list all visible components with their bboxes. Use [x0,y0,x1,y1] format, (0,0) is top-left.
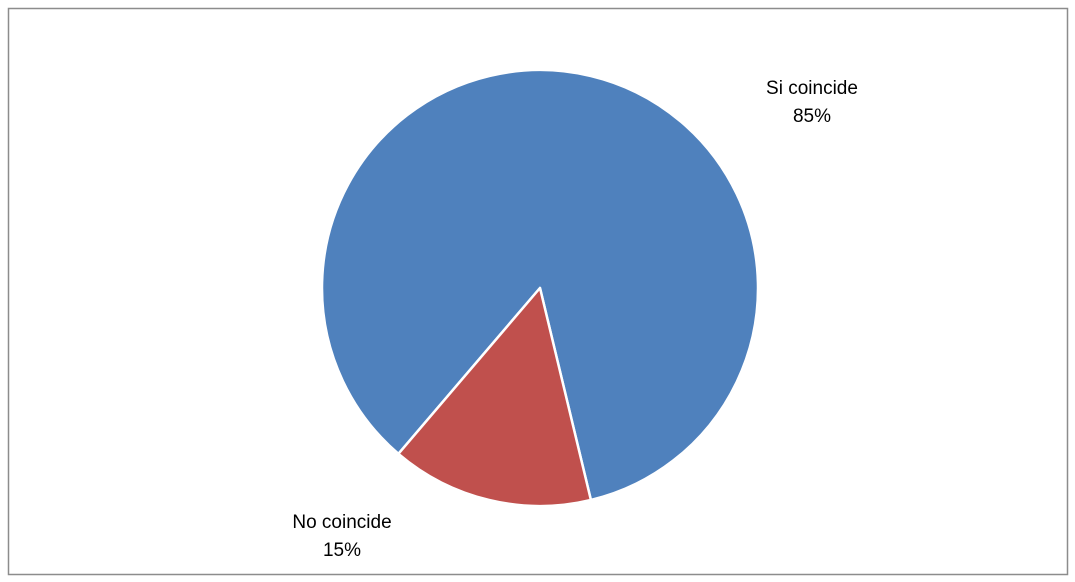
pie-slice [320,68,760,502]
slice-label-value: 15% [323,540,361,561]
slice-label-name: No coincide [292,512,391,533]
pie-slice [397,286,593,508]
slice-label-name: Si coincide [766,78,858,99]
slice-label-value: 85% [793,106,831,127]
